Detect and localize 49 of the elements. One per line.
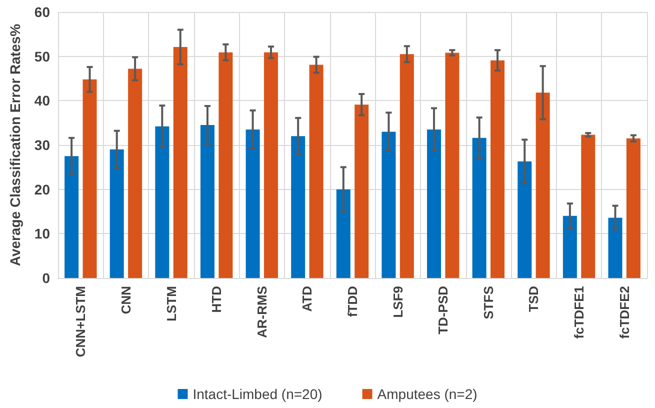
bar (173, 47, 188, 278)
bar (218, 52, 233, 278)
bar (608, 218, 622, 278)
bar (382, 132, 396, 278)
legend-label: Intact-Limbed (n=20) (192, 386, 322, 402)
x-tick-label: LSF9 (390, 286, 406, 318)
y-tick-label: 10 (34, 226, 50, 242)
bar (110, 149, 124, 278)
y-axis-title: Average Classification Error Rates% (7, 23, 23, 266)
bar (309, 64, 324, 278)
x-tick-label: HTD (209, 286, 224, 313)
bar (445, 52, 460, 278)
y-tick-label: 30 (34, 137, 50, 153)
bar (128, 68, 142, 278)
bar (64, 156, 79, 278)
bar (200, 125, 214, 278)
bar (155, 126, 170, 278)
x-tick-label: CNN+LSTM (73, 286, 88, 358)
x-tick-label: CNN (118, 286, 134, 314)
x-tick-label: AR-RMS (254, 286, 270, 338)
bar (472, 138, 486, 278)
bar (82, 79, 97, 278)
bar (246, 129, 260, 278)
legend-label: Amputees (n=2) (377, 386, 478, 402)
y-tick-label: 60 (34, 4, 50, 20)
x-tick-label: fcTDFE1 (572, 286, 587, 339)
x-tick-label: STFS (480, 286, 496, 320)
y-tick-label: 0 (42, 270, 50, 286)
y-tick-label: 50 (34, 48, 50, 64)
bar (626, 138, 640, 278)
x-tick-label: fcTDFE2 (616, 286, 632, 339)
x-tick-label: TD-PSD (436, 286, 451, 334)
y-tick-label: 40 (34, 92, 50, 109)
bar (490, 60, 505, 278)
x-tick-label: LSTM (164, 286, 179, 322)
x-tick-label: ATD (300, 286, 315, 312)
bar (581, 134, 596, 278)
bar (264, 52, 278, 278)
bar (427, 129, 442, 278)
bar (336, 189, 350, 278)
bar (518, 161, 532, 278)
bar (354, 104, 369, 278)
y-tick-label: 20 (34, 181, 50, 198)
x-tick-label: TSD (526, 286, 542, 312)
bar (562, 216, 577, 278)
x-tick-label: fTDD (345, 286, 360, 318)
bar (400, 54, 414, 278)
bar (536, 92, 550, 278)
bar (291, 136, 306, 278)
